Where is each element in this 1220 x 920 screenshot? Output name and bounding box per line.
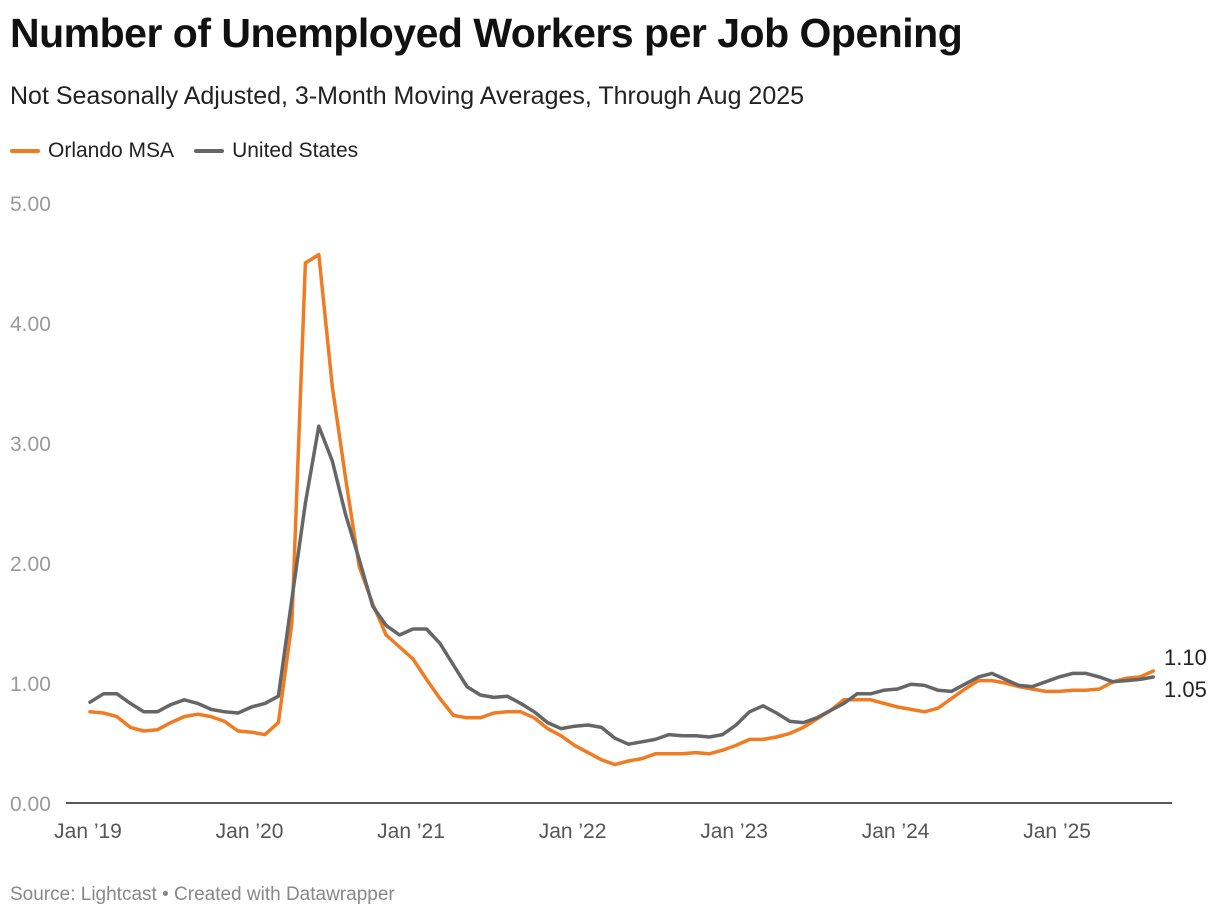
- x-tick-label: Jan ’23: [700, 820, 768, 843]
- legend-label-orlando: Orlando MSA: [48, 139, 175, 162]
- legend-label-us: United States: [232, 139, 359, 162]
- end-value-label-united-states: 1.05: [1164, 677, 1207, 702]
- y-tick-label: 3.00: [10, 433, 51, 456]
- legend-item-orlando: Orlando MSA: [10, 139, 174, 163]
- y-tick-label: 4.00: [10, 313, 51, 336]
- series-line-united-states: [88, 424, 1156, 746]
- legend-swatch-orlando: [10, 149, 40, 153]
- y-tick-label: 2.00: [10, 553, 51, 576]
- y-tick-label: 0.00: [10, 793, 51, 816]
- x-tick-label: Jan ’25: [1023, 820, 1091, 843]
- legend: Orlando MSA United States: [10, 139, 378, 163]
- legend-item-us: United States: [194, 139, 358, 163]
- x-tick-label: Jan ’19: [54, 820, 122, 843]
- chart-title: Number of Unemployed Workers per Job Ope…: [10, 10, 963, 56]
- legend-swatch-us: [194, 149, 225, 153]
- x-tick-label: Jan ’21: [377, 820, 445, 843]
- y-tick-label: 5.00: [10, 193, 51, 216]
- x-tick-label: Jan ’24: [862, 820, 930, 843]
- chart-subtitle: Not Seasonally Adjusted, 3-Month Moving …: [10, 82, 805, 110]
- source-note: Source: Lightcast • Created with Datawra…: [10, 884, 395, 905]
- y-tick-label: 1.00: [10, 673, 51, 696]
- series-line-orlando: [88, 252, 1156, 767]
- end-value-label-orlando: 1.10: [1164, 645, 1207, 670]
- x-tick-label: Jan ’20: [216, 820, 284, 843]
- x-tick-label: Jan ’22: [539, 820, 607, 843]
